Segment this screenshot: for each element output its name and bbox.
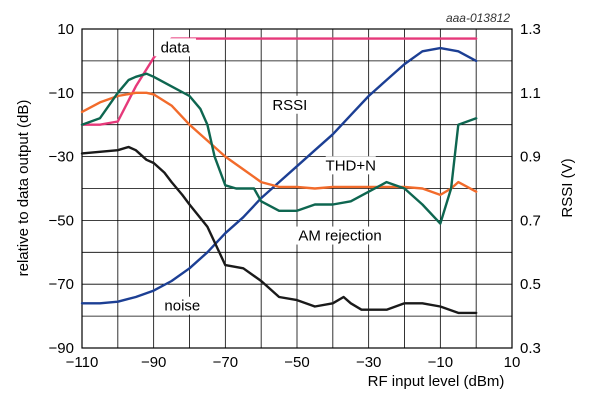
annotation-am-rejection: AM rejection [285,226,395,245]
x-tick-label: −70 [213,354,238,371]
series-am-rejection [80,72,478,225]
annotation-noise-text: noise [164,298,200,315]
x-axis-label: RF input level (dBm) [368,373,505,390]
annotation-am-rejection-bg [285,226,395,245]
y-right-tick-label: 0.3 [520,340,541,357]
y-left-tick-label: −70 [49,276,74,293]
series-rssi [80,46,478,305]
x-tick-label: −50 [284,354,309,371]
x-tick-label: −90 [141,354,166,371]
annotation-thd-n-text: THD+N [326,157,376,174]
y-left-tick-label: −50 [49,212,74,229]
y-left-tick-label: −10 [49,85,74,102]
right-y-tick-labels: 1.3 1.1 0.9 0.7 0.5 0.3 [520,21,541,357]
x-tick-label: −110 [66,354,99,371]
plot-frame [81,28,513,349]
left-y-tick-labels: 10 −10 −30 −50 −70 −90 [49,21,74,357]
annotation-rssi-text: RSSI [272,97,307,114]
annotation-thd-n-bg [325,156,376,175]
annotation-am-rejection-text: AM rejection [298,228,381,245]
series-annotations: data RSSI THD+N AM rejection noise [154,38,395,315]
annotation-data-text: data [161,39,191,56]
series-data [80,37,478,126]
y-right-tick-label: 0.7 [520,212,541,229]
annotation-rssi-bg [269,95,311,114]
y-axis-label-right: RSSI (V) [559,158,576,217]
x-tick-labels: −110 −90 −70 −50 −30 −10 10 [66,354,521,371]
annotation-data-bg [154,38,196,57]
figure-id: aaa-013812 [446,11,510,25]
x-tick-label: 10 [504,354,521,371]
y-right-tick-label: 0.5 [520,276,541,293]
annotation-thd-n: THD+N [325,156,376,175]
y-left-tick-label: 10 [57,21,74,38]
annotation-noise-bg [157,296,208,315]
y-left-tick-label: −90 [49,340,74,357]
y-axis-label-left: relative to data output (dB) [15,100,32,277]
series-noise [80,145,478,315]
series-thd-n [80,91,478,197]
annotation-noise: noise [157,296,208,315]
annotation-data: data [154,38,196,57]
grid [82,29,512,348]
y-right-tick-label: 1.3 [520,21,541,38]
x-tick-label: −30 [356,354,381,371]
annotation-rssi: RSSI [269,95,311,114]
series-lines [80,37,478,315]
y-right-tick-label: 1.1 [520,85,541,102]
y-left-tick-label: −30 [49,149,74,166]
x-tick-label: −10 [428,354,453,371]
y-right-tick-label: 0.9 [520,149,541,166]
